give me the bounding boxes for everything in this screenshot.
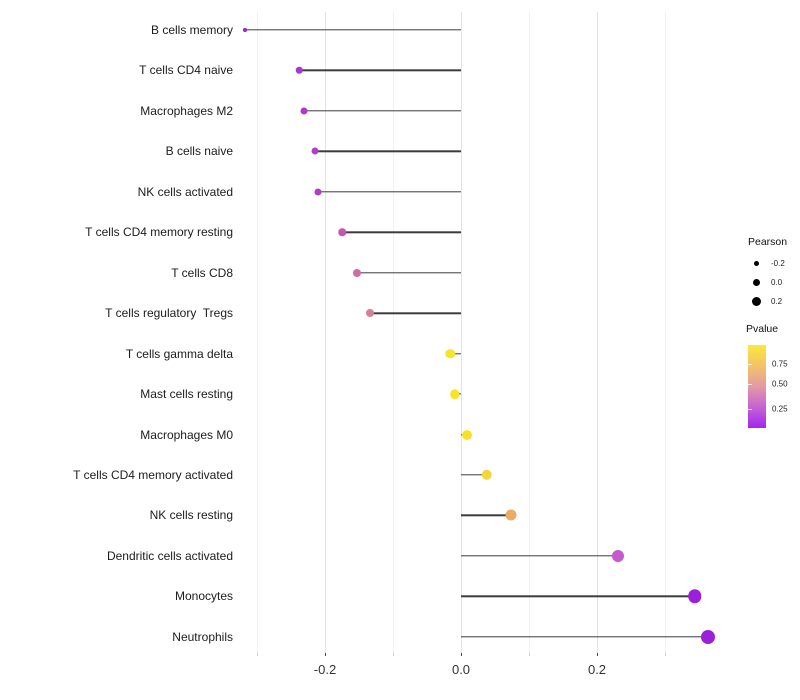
x-axis-minor-tick — [393, 653, 394, 656]
gridline-minor — [529, 12, 530, 653]
pvalue-bar-tick — [748, 364, 752, 366]
pvalue-bar-tick — [748, 408, 752, 410]
x-axis-tick-label: 0.0 — [451, 662, 471, 677]
category-label: Monocytes — [174, 589, 233, 604]
category-label: B cells memory — [150, 23, 233, 37]
lollipop-stem — [461, 595, 695, 597]
lollipop-dot — [481, 469, 493, 481]
lollipop-dot — [450, 389, 460, 399]
x-axis-tick — [461, 653, 462, 656]
x-axis-tick-label: -0.2 — [313, 662, 337, 677]
category-label: Macrophages M0 — [140, 427, 233, 442]
gridline-minor — [257, 12, 258, 653]
lollipop-stem — [461, 555, 619, 557]
legend-size-label: -0.2 — [771, 259, 785, 268]
lollipop-stem — [342, 231, 461, 233]
legend-pearson-entries: -0.2 0.0 0.2 — [748, 254, 785, 311]
lollipop-dot — [365, 309, 374, 318]
lollipop-dot — [445, 348, 455, 359]
category-label: Dendritic cells activated — [106, 548, 233, 563]
legend-pearson-entry: 0.0 — [748, 273, 785, 292]
legend-size-label: 0.2 — [771, 297, 783, 306]
lollipop-stem — [318, 191, 461, 193]
lollipop-stem — [314, 150, 461, 153]
category-label: T cells CD4 memory activated — [73, 467, 233, 482]
lollipop-stem — [299, 69, 461, 72]
category-label: T cells CD8 — [171, 265, 233, 280]
x-axis-tick — [597, 653, 598, 656]
lollipop-stem — [356, 271, 461, 274]
pvalue-tick-label: 0.50 — [772, 379, 788, 389]
legend-pvalue-title: Pvalue — [746, 323, 779, 335]
lollipop-stem — [461, 474, 487, 476]
lollipop-stem — [303, 110, 461, 112]
lollipop-stem — [450, 352, 461, 355]
category-label: Mast cells resting — [140, 387, 233, 402]
gridline-major — [325, 12, 326, 653]
lollipop-dot — [505, 509, 517, 521]
gridline-minor — [393, 12, 394, 653]
lollipop-dot — [612, 549, 625, 562]
pvalue-bar-tick — [748, 384, 752, 385]
lollipop-dot — [352, 268, 361, 277]
legend-size-dot — [753, 260, 760, 267]
category-label: NK cells activated — [137, 184, 233, 199]
category-label: NK cells resting — [149, 508, 233, 523]
lollipop-dot — [295, 67, 303, 74]
legend-dot-cell — [748, 260, 765, 267]
legend-size-dot — [752, 278, 761, 287]
category-label: Neutrophils — [172, 629, 233, 644]
legend-pearson-entry: -0.2 — [748, 254, 785, 273]
legend-dot-cell — [748, 296, 765, 307]
pvalue-tick-label: 0.75 — [772, 359, 788, 369]
category-label: T cells regulatory Tregs — [105, 306, 233, 321]
lollipop-dot — [338, 228, 346, 236]
pvalue-tick-label: 0.25 — [772, 404, 788, 414]
lollipop-stem — [461, 514, 511, 517]
x-axis-minor-tick — [257, 653, 258, 656]
lollipop-dot — [314, 188, 322, 196]
lollipop-dot — [700, 629, 715, 644]
legend-dot-cell — [748, 278, 765, 287]
lollipop-dot — [688, 589, 702, 604]
lollipop-dot — [242, 28, 247, 32]
legend-size-dot — [751, 296, 762, 307]
legend-pearson-title: Pearson — [748, 236, 788, 248]
category-label: B cells naive — [165, 144, 233, 159]
category-label: T cells gamma delta — [125, 346, 233, 361]
x-axis-tick — [325, 653, 326, 656]
category-label: T cells CD4 naive — [139, 63, 233, 78]
gridline-major — [597, 12, 598, 653]
category-label: Macrophages M2 — [140, 103, 233, 118]
lollipop-stem — [244, 29, 461, 31]
x-axis-minor-tick — [665, 653, 666, 656]
lollipop-stem — [369, 312, 461, 314]
gridline-minor — [665, 12, 666, 653]
lollipop-dot — [311, 147, 319, 155]
legend-size-label: 0.0 — [771, 278, 783, 287]
lollipop-dot — [300, 107, 308, 115]
x-axis-tick-label: 0.2 — [587, 662, 607, 677]
category-label: T cells CD4 memory resting — [85, 225, 233, 240]
lollipop-dot — [462, 429, 473, 440]
gridline-major — [461, 12, 462, 653]
legend-pearson-entry: 0.2 — [748, 292, 785, 311]
x-axis-minor-tick — [529, 653, 530, 656]
lollipop-stem — [461, 636, 708, 638]
pvalue-gradient-bar — [748, 345, 766, 428]
